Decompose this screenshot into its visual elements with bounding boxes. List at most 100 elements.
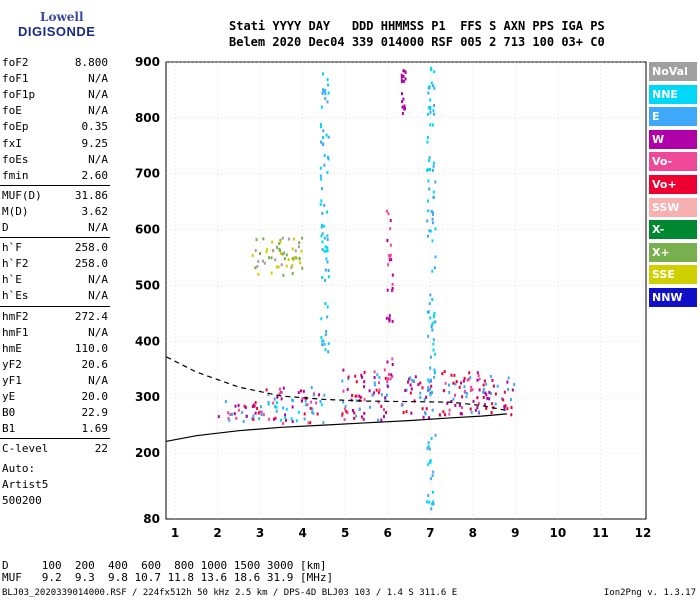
- series-line-profile-dashed: [166, 356, 508, 412]
- echo-dot: [430, 68, 433, 72]
- param-name: B0: [2, 406, 16, 420]
- echo-dot: [427, 179, 430, 183]
- echo-dot: [259, 405, 262, 409]
- echo-dot: [285, 418, 287, 422]
- echo-dot: [373, 391, 375, 395]
- echo-dot: [258, 417, 261, 421]
- echo-dot: [298, 257, 301, 261]
- echo-dot: [389, 377, 392, 381]
- echo-dot: [254, 411, 257, 415]
- echo-dot: [429, 316, 432, 320]
- echo-dot: [313, 392, 315, 396]
- echo-dot: [391, 319, 394, 323]
- param-value: 272.4: [74, 309, 108, 323]
- echo-dot: [431, 217, 434, 221]
- echo-dot: [438, 413, 441, 417]
- echo-dot: [307, 421, 310, 425]
- param-value: 31.86: [74, 188, 108, 202]
- legend-item-vo-: Vo-: [649, 152, 697, 172]
- echo-dot: [326, 246, 329, 250]
- echo-dot: [283, 251, 286, 255]
- echo-dot: [322, 72, 324, 76]
- echo-dot: [278, 247, 281, 251]
- echo-dot: [477, 401, 480, 405]
- echo-dot: [412, 379, 415, 383]
- echo-dot: [389, 243, 392, 247]
- param-value: 22.9: [81, 406, 109, 420]
- echo-dot: [319, 174, 322, 178]
- echo-dot: [433, 314, 435, 318]
- echo-dot: [327, 342, 330, 346]
- echo-dot: [267, 402, 270, 406]
- echo-dot: [465, 391, 468, 395]
- echo-dot: [326, 234, 329, 238]
- y-tick-label: 600: [135, 223, 160, 237]
- echo-dot: [429, 393, 432, 397]
- echo-dot: [291, 420, 294, 423]
- echo-dot: [235, 416, 238, 420]
- echo-dot: [321, 240, 324, 244]
- echo-dot: [427, 385, 430, 389]
- echo-dot: [404, 389, 407, 392]
- echo-dot: [284, 413, 287, 417]
- echo-dot: [434, 433, 437, 437]
- echo-dot: [433, 369, 436, 373]
- param-value: 20.6: [81, 357, 109, 371]
- echo-dot: [483, 379, 486, 383]
- echo-dot: [403, 104, 406, 108]
- echo-dot: [278, 387, 281, 391]
- echo-dot: [431, 474, 434, 478]
- echo-dot: [401, 80, 404, 84]
- echo-dot: [320, 403, 323, 407]
- echo-dot: [507, 388, 510, 391]
- echo-dot: [404, 77, 407, 81]
- echo-dot: [482, 387, 485, 391]
- echo-dot: [431, 269, 434, 273]
- echo-dot: [275, 409, 278, 413]
- echo-dot: [454, 403, 457, 407]
- echo-dot: [320, 140, 322, 144]
- version-label: Ion2Png v. 1.3.17: [603, 588, 696, 598]
- x-tick-label: 5: [341, 526, 349, 540]
- echo-dot: [432, 212, 434, 216]
- echo-dot: [354, 374, 357, 378]
- echo-dot: [342, 368, 345, 372]
- echo-dot: [460, 412, 463, 416]
- echo-dot: [369, 405, 371, 409]
- param-value: N/A: [88, 104, 108, 118]
- echo-dot: [267, 401, 270, 404]
- param-row: h`F 258.0: [2, 240, 108, 256]
- echo-dot: [494, 402, 497, 406]
- echo-dot: [391, 282, 394, 286]
- echo-dot: [310, 400, 313, 404]
- echo-dot: [450, 399, 453, 403]
- y-tick-label: 200: [135, 446, 160, 460]
- echo-dot: [421, 386, 424, 390]
- echo-dot: [321, 248, 324, 251]
- echo-dot: [391, 273, 394, 277]
- echo-dot: [310, 386, 313, 390]
- echo-dot: [347, 375, 350, 379]
- echo-dot: [321, 343, 324, 347]
- echo-dot: [386, 377, 389, 381]
- echo-dot: [291, 257, 294, 260]
- echo-dot: [262, 237, 265, 241]
- legend-item-nnw: NNW: [649, 288, 697, 307]
- echo-dot: [403, 79, 406, 83]
- echo-dot: [489, 392, 492, 395]
- echo-dot: [285, 264, 288, 268]
- param-row: h`E N/A: [2, 272, 108, 288]
- echo-dot: [320, 187, 323, 191]
- y-tick-label: 500: [135, 278, 160, 292]
- echo-dot: [252, 414, 255, 418]
- param-value: N/A: [88, 72, 108, 86]
- echo-dot: [320, 177, 323, 181]
- echo-dot: [469, 388, 472, 392]
- echo-dot: [363, 385, 366, 389]
- param-row: foF1p N/A: [2, 87, 108, 103]
- echo-dot: [386, 288, 389, 292]
- echo-dot: [425, 407, 428, 411]
- echo-dot: [478, 388, 481, 392]
- lowell-digisonde-logo: Lowell DIGISONDE: [6, 8, 102, 52]
